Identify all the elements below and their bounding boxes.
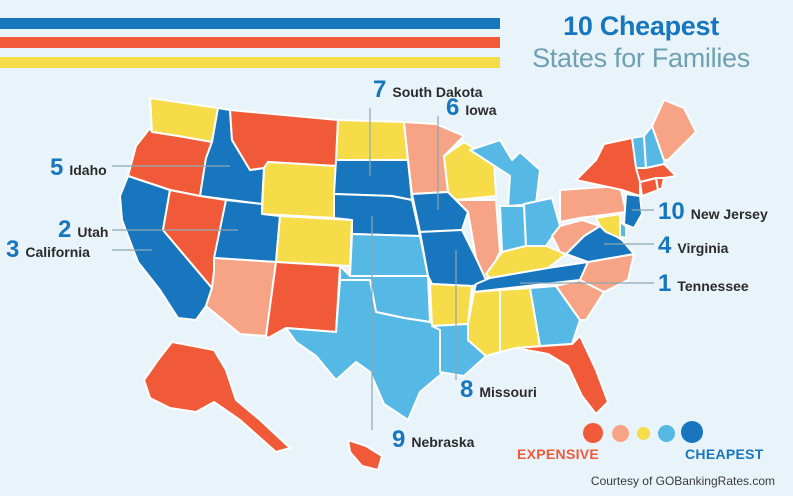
callout-nebraska: 9 Nebraska — [392, 428, 474, 452]
legend: EXPENSIVE CHEAPEST — [517, 420, 767, 464]
rank-number: 1 — [658, 270, 672, 297]
top-stripe-red — [0, 37, 500, 48]
state-new-hampshire — [643, 125, 665, 169]
state-name: Virginia — [677, 240, 729, 256]
legend-dot-cheapest — [681, 421, 703, 443]
state-new-jersey — [623, 193, 643, 229]
state-alaska — [143, 341, 291, 453]
rank-number: 3 — [6, 236, 20, 263]
state-arkansas — [429, 283, 473, 327]
legend-expensive-label: EXPENSIVE — [517, 446, 600, 462]
state-hawaii — [347, 439, 383, 471]
callout-virginia: 4 Virginia — [658, 234, 728, 258]
callout-idaho: 5 Idaho — [50, 156, 107, 180]
state-north-dakota — [335, 119, 409, 161]
legend-cheapest-label: CHEAPEST — [685, 446, 764, 462]
legend-dot-cheap — [658, 425, 675, 442]
title-block: 10 Cheapest States for Families — [511, 10, 771, 74]
rank-number: 5 — [50, 154, 64, 181]
rank-number: 2 — [58, 216, 72, 243]
rank-number: 10 — [658, 198, 685, 225]
state-texas — [285, 279, 447, 421]
state-new-mexico — [265, 261, 341, 339]
top-stripe-yellow — [0, 57, 500, 68]
top-stripe-blue — [0, 18, 500, 29]
callout-tennessee: 1 Tennessee — [658, 272, 749, 296]
state-west-virginia — [551, 219, 601, 255]
state-name: Nebraska — [411, 434, 475, 450]
state-wyoming — [261, 161, 337, 219]
rank-number: 9 — [392, 426, 406, 453]
state-iowa — [411, 191, 469, 233]
state-indiana — [499, 205, 527, 253]
state-name: California — [25, 244, 90, 260]
state-name: Idaho — [69, 162, 107, 178]
state-arizona — [205, 257, 277, 337]
state-name: Utah — [77, 224, 109, 240]
state-montana — [229, 109, 339, 171]
state-michigan — [469, 139, 541, 207]
page-title: 10 Cheapest — [563, 11, 719, 41]
state-south-carolina — [555, 279, 605, 321]
state-name: South Dakota — [392, 84, 483, 100]
callout-iowa: 6 Iowa — [446, 96, 496, 120]
state-name: Tennessee — [677, 278, 749, 294]
rank-number: 6 — [446, 94, 460, 121]
page-subtitle: States for Families — [532, 43, 750, 73]
state-name: New Jersey — [690, 206, 768, 222]
state-maine — [651, 99, 697, 161]
state-rhode-island — [655, 177, 665, 191]
state-name: Missouri — [479, 384, 537, 400]
state-kansas — [349, 233, 429, 277]
rank-number: 7 — [373, 76, 387, 103]
state-georgia — [529, 285, 581, 347]
state-florida — [515, 335, 609, 415]
state-maryland — [595, 213, 621, 239]
callout-new-jersey: 10 New Jersey — [658, 200, 768, 224]
callout-utah: 2 Utah — [58, 218, 108, 242]
state-name: Iowa — [465, 102, 497, 118]
callout-south-dakota: 7 South Dakota — [373, 78, 483, 102]
callout-missouri: 8 Missouri — [460, 378, 537, 402]
rank-number: 8 — [460, 376, 474, 403]
rank-number: 4 — [658, 232, 672, 259]
callout-california: 3 California — [6, 238, 90, 262]
legend-dot-average — [637, 427, 650, 440]
credit-text: Courtesy of GOBankingRates.com — [590, 474, 775, 488]
legend-dot-expensive — [612, 425, 629, 442]
state-colorado — [275, 215, 353, 267]
legend-dot-most-expensive — [583, 423, 603, 443]
